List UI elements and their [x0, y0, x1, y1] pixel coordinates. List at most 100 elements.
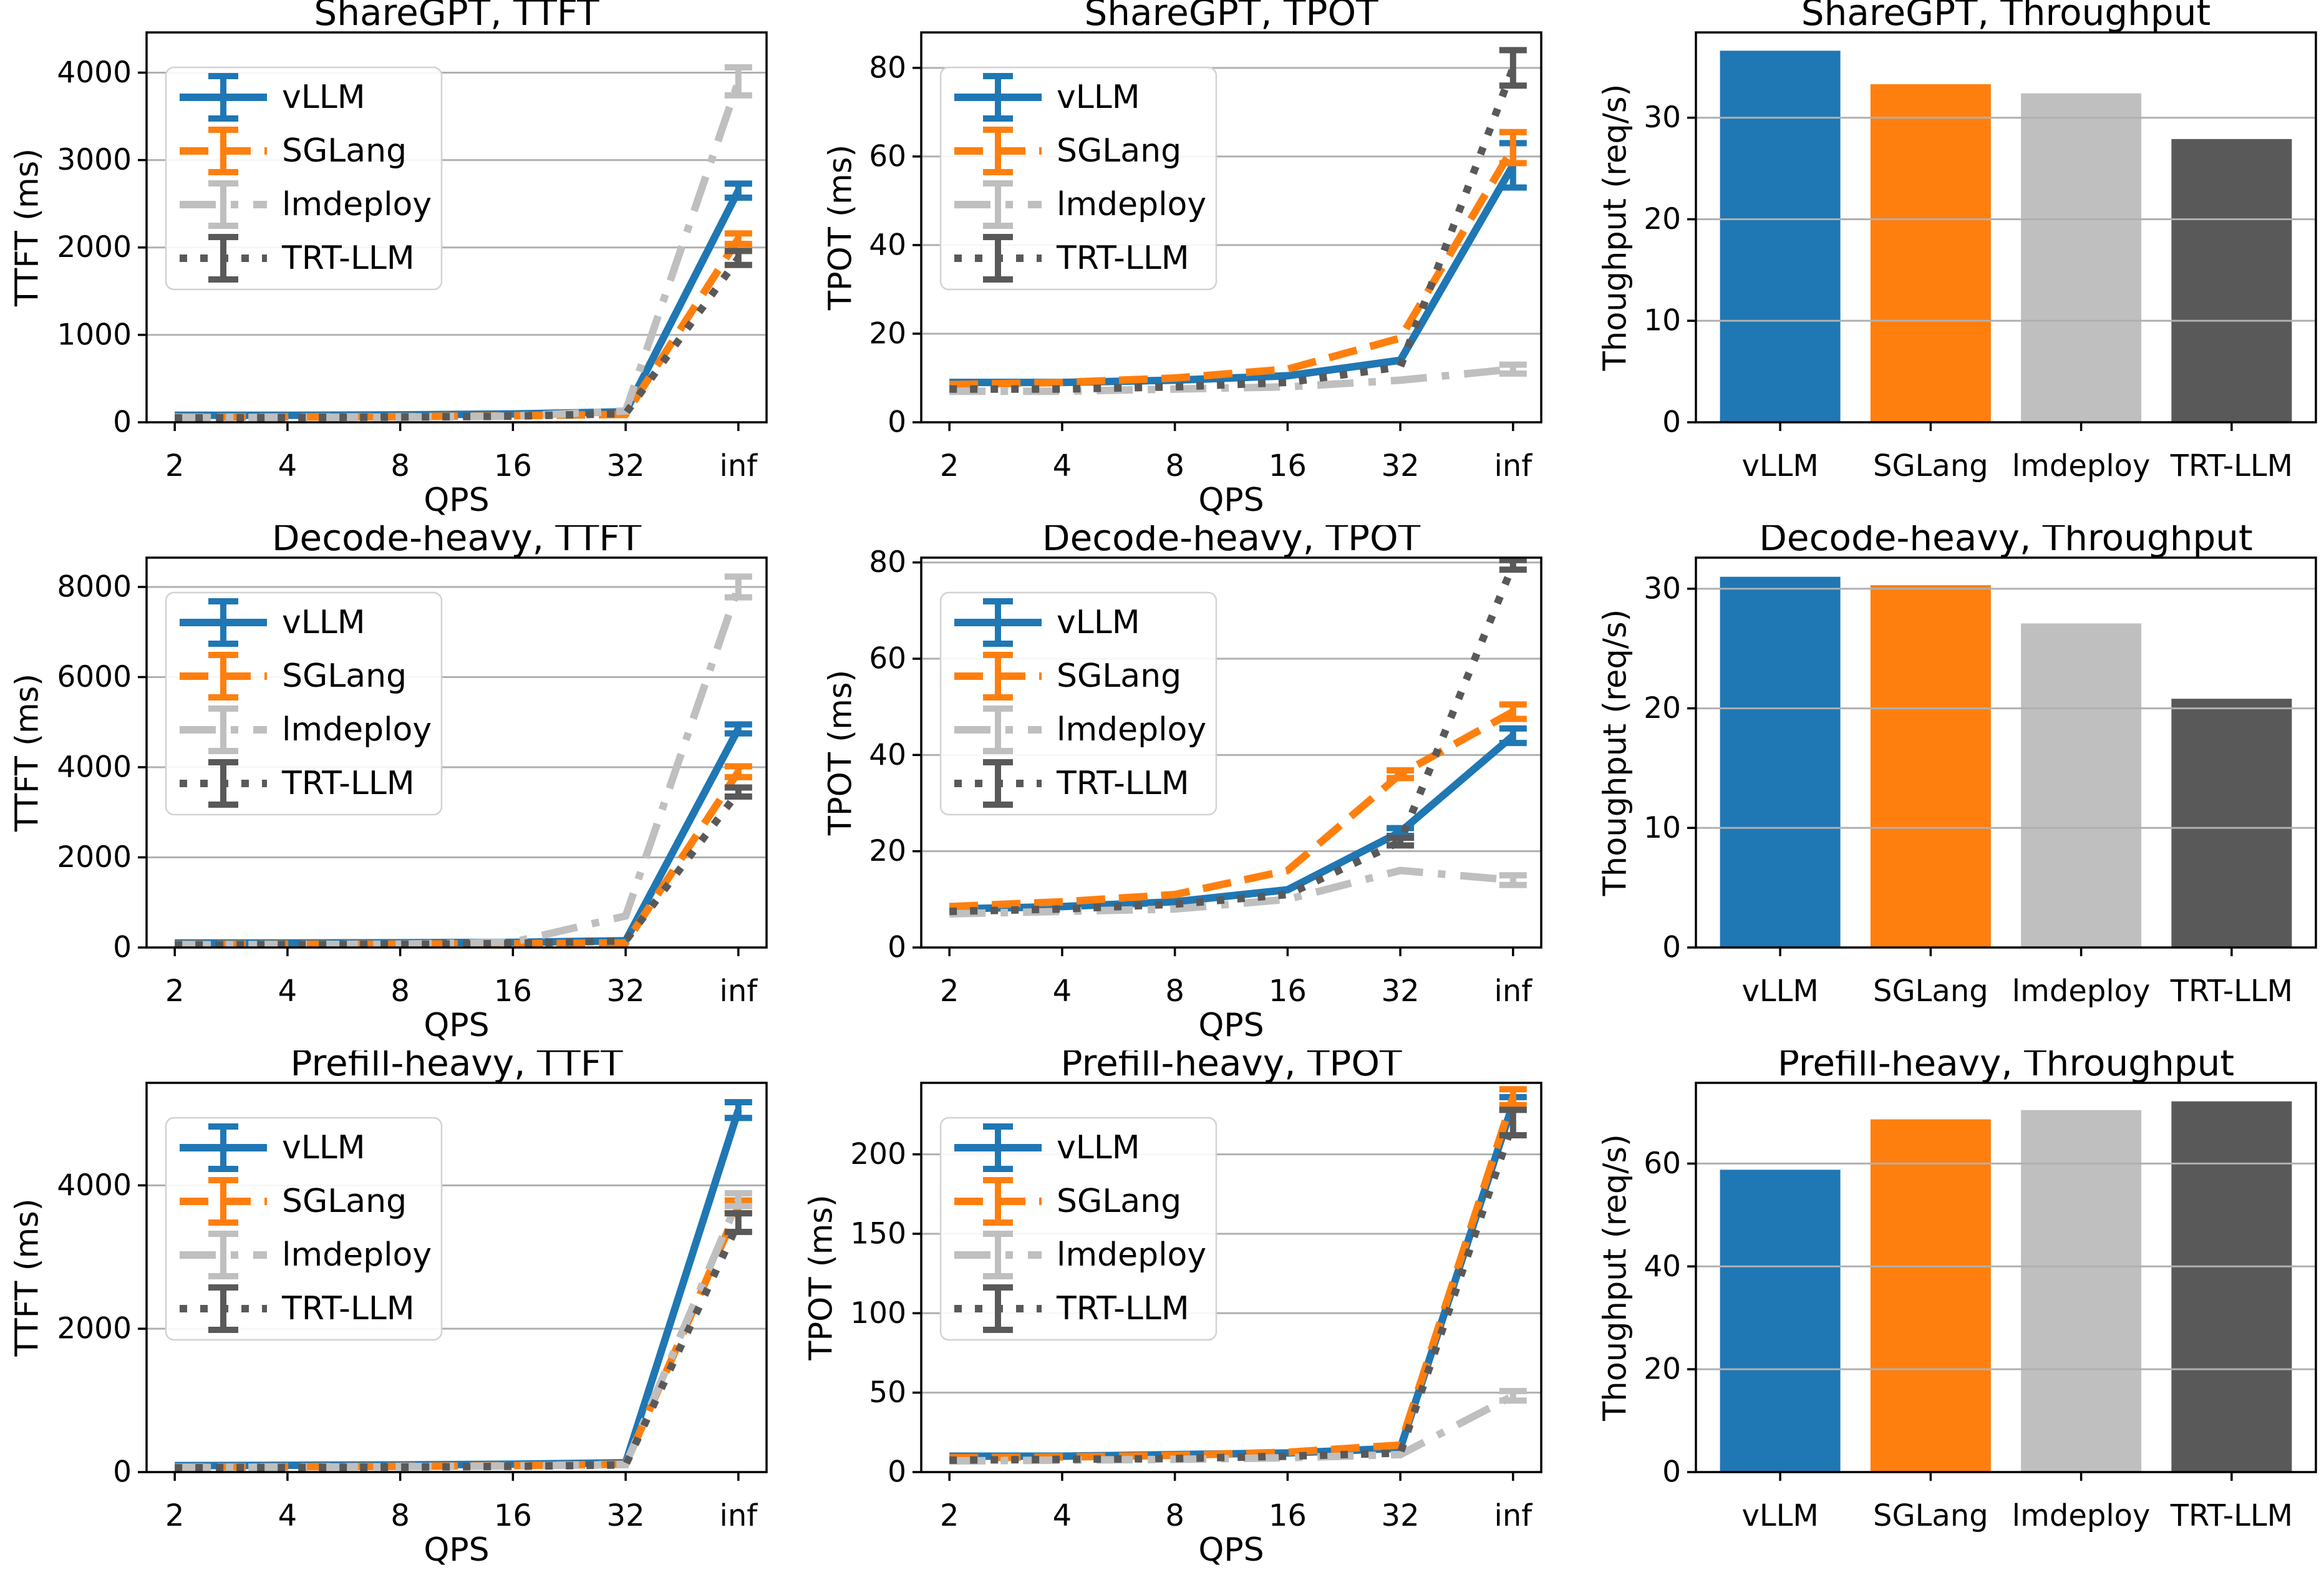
x-tick-label: 32: [1382, 1498, 1420, 1533]
y-tick-label: 20: [1644, 202, 1681, 236]
series-line-lmdeploy: [949, 866, 1514, 918]
x-tick-label: 4: [278, 448, 298, 483]
series-TRT-LLM: [175, 784, 752, 949]
y-tick-label: 0: [113, 405, 132, 440]
y-axis-label: TPOT (ms): [823, 670, 859, 836]
legend-label-vLLM: vLLM: [1057, 1129, 1140, 1166]
legend-label-lmdeploy: lmdeploy: [1057, 186, 1206, 223]
chart-decode-heavy-ttft: 0 2000 4000 6000 8000 Decode-heavy, TTFT TTFT …: [0, 525, 775, 1050]
chart-sharegpt-tpot: 0 20 40 60 80 ShareGPT, TPOT TPOT (ms) 2 4 8 16 32 i…: [775, 0, 1549, 525]
series-TRT-LLM: [949, 47, 1527, 393]
x-tick-label: 8: [1165, 974, 1184, 1009]
series-line-lmdeploy: [949, 1392, 1515, 1465]
chart-cell-sharegpt-throughput: 0 10 20 30 ShareGPT, Throughput Thoughput (re…: [1549, 0, 2324, 525]
x-tick-label-vLLM: vLLM: [1741, 1498, 1818, 1533]
bar-SGLang: [1870, 84, 1991, 422]
legend-label-TRT-LLM: TRT-LLM: [1056, 765, 1189, 802]
series-line-lmdeploy: [949, 365, 1514, 395]
plot-frame: [920, 31, 1542, 424]
x-tick-label: 2: [940, 448, 959, 483]
bar-TRT-LLM: [2171, 699, 2292, 947]
bar-TRT-LLM: [2171, 138, 2292, 422]
series-SGLang: [949, 701, 1527, 911]
bar-vLLM: [1720, 1170, 1841, 1472]
x-tick-label-SGLang: SGLang: [1873, 448, 1988, 483]
x-tick-label: 4: [1053, 1498, 1072, 1533]
x-tick-label: 32: [607, 448, 645, 483]
x-tick-label: 8: [1165, 448, 1184, 483]
legend-label-TRT-LLM: TRT-LLM: [1056, 240, 1189, 277]
x-tick-label: 8: [1165, 1498, 1184, 1533]
chart-prefill-heavy-tpot: 0 50 100 150 200 Prefill-heavy, TPOT TPOT (ms)…: [775, 1050, 1549, 1575]
y-tick-label: 80: [869, 51, 906, 85]
plot-frame: [1695, 31, 2317, 424]
x-axis-label: QPS: [424, 482, 489, 519]
legend-label-SGLang: SGLang: [1057, 1183, 1181, 1220]
x-axis-label: QPS: [1198, 1531, 1264, 1569]
legend-label-TRT-LLM: TRT-LLM: [281, 765, 415, 802]
y-tick-label: 40: [869, 738, 906, 772]
y-tick-label: 20: [869, 834, 906, 868]
x-tick-label: 32: [607, 974, 645, 1009]
x-tick-label: 32: [1382, 448, 1420, 483]
x-tick-label: 2: [165, 448, 185, 483]
legend: vLLM SGLang lmdeploy TRT-LLM: [165, 66, 443, 291]
plot-frame: [920, 1082, 1542, 1473]
chart-sharegpt-throughput: 0 10 20 30 ShareGPT, Throughput Thoughput (re…: [1549, 0, 2324, 525]
plot-frame: [1695, 556, 2317, 949]
y-tick-label: 0: [113, 1455, 132, 1490]
y-tick-label: 0: [888, 1455, 906, 1490]
y-axis-label: TTFT (ms): [9, 674, 46, 832]
chart-title: ShareGPT, TTFT: [314, 0, 599, 34]
bar-TRT-LLM: [2171, 1101, 2292, 1472]
chart-title: ShareGPT, TPOT: [1084, 0, 1378, 34]
legend-label-TRT-LLM: TRT-LLM: [281, 240, 415, 277]
chart-prefill-heavy-ttft: 0 2000 4000 Prefill-heavy, TTFT TTFT (ms) 2 4 8…: [0, 1050, 775, 1575]
legend-label-SGLang: SGLang: [282, 132, 407, 170]
y-tick-label: 6000: [57, 660, 132, 694]
x-tick-label-vLLM: vLLM: [1741, 974, 1818, 1009]
y-tick-label: 80: [869, 545, 906, 579]
y-tick-label: 40: [869, 228, 906, 262]
legend: vLLM SGLang lmdeploy TRT-LLM: [165, 1117, 443, 1341]
chart-sharegpt-ttft: 0 1000 2000 3000 4000 ShareGPT, TTFT TTFT (ms)…: [0, 0, 775, 525]
bar-lmdeploy: [2021, 623, 2142, 947]
series-lmdeploy: [949, 1388, 1527, 1465]
series-lmdeploy: [175, 573, 752, 949]
x-tick-label-TRT-LLM: TRT-LLM: [2170, 448, 2293, 483]
bar-vLLM: [1720, 576, 1841, 947]
legend-label-lmdeploy: lmdeploy: [1057, 711, 1206, 749]
x-axis-label: QPS: [1198, 1007, 1264, 1044]
y-tick-label: 60: [869, 642, 906, 676]
x-tick-label: inf: [719, 448, 758, 483]
chart-title: Decode-heavy, TPOT: [1042, 525, 1421, 559]
x-tick-label: inf: [1494, 1498, 1532, 1533]
y-tick-label: 10: [1644, 304, 1681, 338]
y-tick-label: 60: [869, 139, 906, 173]
legend-label-vLLM: vLLM: [282, 1129, 366, 1166]
chart-title: Decode-heavy, Throughput: [1759, 525, 2253, 559]
y-tick-label: 0: [888, 931, 906, 965]
y-tick-label: 30: [1644, 571, 1681, 606]
series-TRT-LLM: [175, 248, 752, 422]
y-tick-label: 0: [1662, 405, 1681, 440]
bar-lmdeploy: [2021, 1110, 2142, 1472]
chart-cell-prefill-heavy-throughput: 0 20 40 60 Prefill-heavy, Throughput Thoughpu…: [1549, 1050, 2324, 1575]
x-tick-label: 4: [278, 1498, 298, 1533]
x-tick-label: 4: [1053, 448, 1072, 483]
legend-label-lmdeploy: lmdeploy: [282, 711, 432, 749]
y-tick-label: 1000: [57, 317, 132, 352]
bar-SGLang: [1870, 1119, 1991, 1472]
y-tick-label: 20: [1644, 1352, 1681, 1387]
legend-label-SGLang: SGLang: [282, 1183, 407, 1220]
x-tick-label-vLLM: vLLM: [1741, 448, 1818, 483]
series-line-SGLang: [949, 145, 1516, 389]
y-axis-label: Thoughput (req/s): [1597, 84, 1634, 372]
legend-label-vLLM: vLLM: [282, 604, 366, 641]
y-tick-label: 150: [850, 1216, 906, 1251]
series-line-SGLang: [949, 708, 1515, 911]
series-lmdeploy: [175, 64, 752, 422]
y-tick-label: 2000: [57, 840, 132, 875]
x-tick-label: 16: [494, 448, 532, 483]
